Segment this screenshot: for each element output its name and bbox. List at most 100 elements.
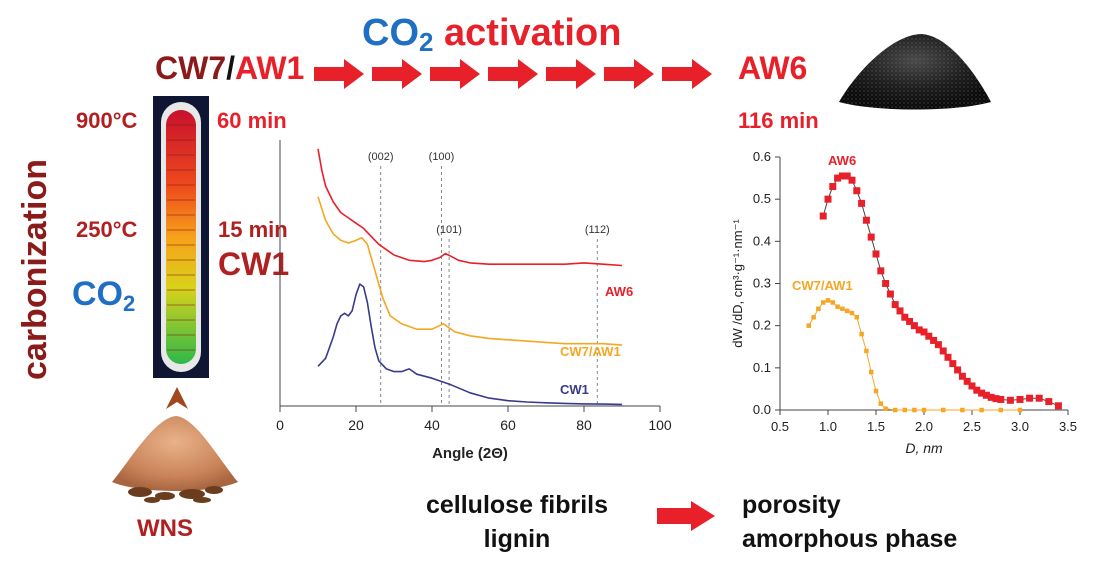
psd-data-point [992, 395, 1000, 403]
xrd-chart: 0 20 40 60 80 100 Angle (2Θ) (002) (100) (101) (11… [276, 140, 672, 462]
psd-data-point [867, 233, 875, 241]
psd-data-point [998, 407, 1004, 413]
activation-title: CO2 activation [362, 12, 621, 58]
psd-series-label: AW6 [828, 153, 856, 168]
xrd-peak-label: (002) [368, 151, 394, 163]
psd-data-point [1026, 394, 1034, 402]
psd-data-point [912, 407, 917, 413]
xrd-peak-label: (101) [436, 224, 462, 236]
psd-y-tick-label: 0.2 [753, 318, 771, 333]
time-116min: 116 min [738, 108, 819, 133]
psd-data-point [843, 172, 851, 180]
flow-arrow-icon [372, 59, 422, 89]
xrd-peak-label: (112) [585, 224, 610, 236]
psd-data-point [944, 353, 952, 361]
psd-data-point [853, 187, 861, 195]
flow-slash: / [226, 50, 235, 86]
temp-250: 250°C [76, 217, 138, 242]
amorphous-phase-text: amorphous phase [742, 525, 958, 553]
psd-data-point [882, 280, 890, 287]
wns-powder-image [112, 416, 238, 503]
pore-size-chart: 0.5 1.0 1.5 2.0 2.5 3.0 3.5 0.0 0.1 0.2 0.3 0.4 0.5 0… [730, 149, 1077, 456]
flow-arrow-icon [488, 59, 538, 89]
psd-data-point [973, 386, 981, 394]
psd-x-tick-label: 2.5 [963, 419, 981, 434]
co2-side-label: CO2 [72, 275, 135, 317]
xrd-series-label: AW6 [605, 284, 633, 299]
psd-data-point [820, 300, 826, 305]
psd-data-point [891, 301, 899, 309]
psd-data-point [930, 336, 938, 344]
psd-data-point [901, 313, 909, 321]
flow-arrow-icon [430, 59, 480, 89]
psd-y-tick-label: 0.0 [753, 402, 771, 417]
bottom-right-text: porosity amorphous phase [742, 488, 957, 556]
temperature-gauge-icon [153, 96, 209, 378]
psd-data-point [858, 199, 866, 207]
psd-data-point [859, 331, 864, 337]
psd-data-point [954, 366, 962, 374]
flow-cw7: CW7 [155, 50, 227, 86]
psd-data-point [1045, 398, 1053, 406]
flow-arrow-icon [604, 59, 654, 89]
xrd-x-tick-label: 100 [648, 417, 672, 433]
psd-data-point [868, 369, 874, 375]
psd-data-point [864, 348, 869, 354]
carbon-powder-image [839, 34, 991, 110]
xrd-x-tick-label: 40 [424, 417, 440, 433]
psd-data-point [1054, 402, 1062, 410]
psd-data-point [920, 328, 928, 336]
carbonization-text: carbonization [16, 159, 54, 380]
psd-data-point [1017, 407, 1023, 413]
psd-data-point [873, 388, 879, 394]
psd-data-point [1035, 394, 1043, 402]
psd-data-point [819, 212, 827, 220]
psd-data-point [934, 341, 942, 349]
psd-data-point [921, 407, 927, 413]
psd-data-point [1006, 396, 1014, 404]
psd-data-point [949, 360, 957, 368]
psd-data-point [896, 307, 904, 315]
xrd-x-tick-label: 0 [276, 417, 284, 433]
cw1-sample-label: CW1 [218, 246, 290, 282]
flow-arrows [314, 59, 712, 89]
psd-data-point [834, 174, 842, 182]
psd-data-point [982, 391, 990, 399]
psd-x-tick-label: 1.0 [819, 419, 837, 434]
psd-data-point [844, 308, 850, 314]
psd-data-point [848, 176, 856, 184]
title-co2-subscript: 2 [419, 27, 434, 57]
xrd-series-line [317, 196, 623, 346]
psd-x-tick-label: 3.0 [1011, 419, 1029, 434]
psd-data-point [862, 216, 870, 224]
porosity-text: porosity [742, 491, 841, 519]
co2-side-prefix: CO [72, 275, 123, 313]
psd-data-point [886, 290, 894, 298]
psd-x-tick-label: 1.5 [867, 419, 885, 434]
time-60min: 60 min [217, 108, 287, 133]
psd-data-point [838, 172, 846, 180]
psd-data-point [978, 389, 986, 397]
flow-arrow-icon [546, 59, 596, 89]
psd-data-point [840, 306, 845, 312]
flow-start-label: CW7/AW1 [155, 50, 304, 87]
psd-y-tick-label: 0.4 [753, 233, 771, 248]
psd-data-point [830, 300, 836, 305]
psd-data-point [979, 407, 984, 413]
flow-aw1: AW1 [235, 50, 305, 86]
psd-y-tick-label: 0.5 [753, 191, 771, 206]
bottom-arrow-icon [657, 501, 715, 531]
xrd-x-tick-label: 80 [576, 417, 592, 433]
xrd-series-line [317, 148, 623, 267]
psd-data-point [997, 395, 1005, 403]
psd-data-point [816, 306, 821, 312]
psd-series-label: CW7/AW1 [792, 278, 853, 293]
psd-y-tick-label: 0.6 [753, 149, 771, 164]
psd-data-point [878, 401, 884, 406]
psd-data-point [806, 323, 812, 328]
psd-data-point [968, 382, 976, 390]
co2-side-subscript: 2 [123, 291, 136, 316]
psd-data-point [940, 407, 946, 413]
psd-x-tick-label: 3.5 [1059, 419, 1077, 434]
xrd-peak-label: (100) [429, 151, 455, 163]
